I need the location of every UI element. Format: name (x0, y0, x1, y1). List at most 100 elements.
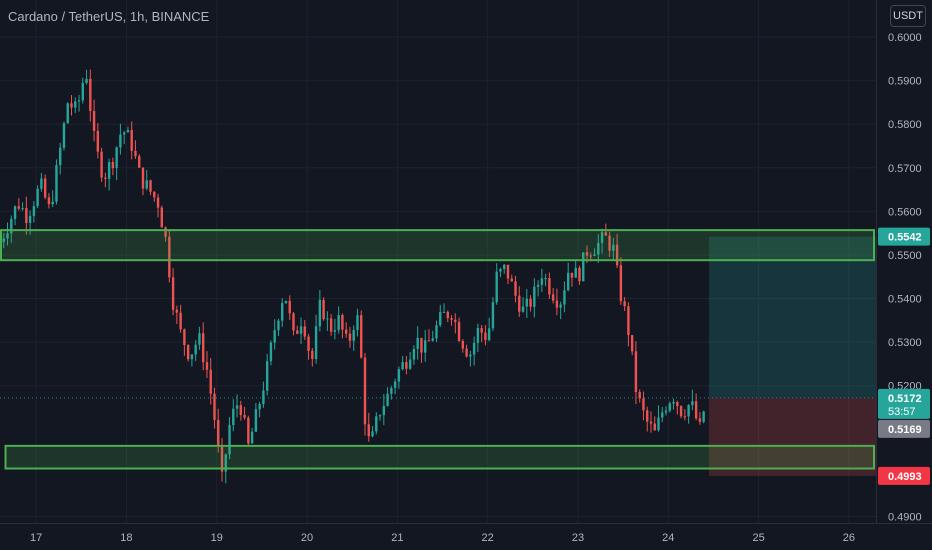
resistance-zone[interactable] (0, 229, 875, 262)
candle (299, 317, 303, 345)
prev-close-label-bg (878, 419, 930, 438)
candle (582, 252, 585, 282)
candle (518, 286, 521, 317)
y-tick-label: 0.4900 (888, 511, 922, 523)
candle (179, 304, 182, 333)
candle (465, 344, 468, 358)
candle (559, 301, 562, 320)
candle (314, 314, 318, 364)
candle (126, 126, 130, 133)
candle (393, 378, 397, 395)
candle (171, 268, 175, 316)
candle (232, 399, 235, 432)
candle (566, 262, 570, 292)
candle (85, 69, 88, 85)
candle (81, 77, 84, 104)
candle (201, 322, 205, 371)
candle (367, 412, 370, 442)
support-zone[interactable] (4, 444, 876, 470)
candle (2, 232, 5, 249)
candle (405, 356, 408, 375)
x-tick-label: 19 (211, 532, 223, 544)
candle (525, 288, 529, 318)
candle (149, 179, 152, 196)
candle (574, 259, 577, 278)
candle (190, 354, 194, 367)
candle (55, 159, 58, 205)
y-tick-label: 0.5300 (888, 337, 922, 349)
stop-area[interactable] (708, 397, 876, 476)
price-axis[interactable]: 0.6000 0.5900 0.5800 0.5700 0.5600 0.5500 0.54… (888, 32, 922, 523)
candle (454, 313, 457, 334)
y-tick-label: 0.5500 (888, 250, 922, 262)
candle (619, 257, 623, 305)
candle (506, 264, 510, 285)
candle (363, 352, 367, 436)
candle (668, 401, 671, 413)
candle (307, 333, 310, 360)
candle (66, 102, 69, 124)
candle (431, 330, 434, 342)
candle (156, 193, 160, 218)
candle (284, 300, 288, 304)
candle (352, 325, 355, 351)
candle (100, 147, 103, 182)
candle (198, 326, 201, 350)
candle (92, 99, 96, 142)
target-area[interactable] (708, 236, 876, 398)
candle (642, 391, 645, 421)
candle (36, 185, 39, 209)
x-tick-label: 21 (391, 532, 403, 544)
candle (77, 94, 81, 112)
candle (672, 398, 675, 410)
candle (141, 167, 145, 196)
long-position-tool[interactable] (708, 236, 876, 476)
candle (138, 154, 141, 169)
candle (597, 234, 600, 263)
candle (649, 411, 653, 433)
candle (205, 351, 209, 379)
x-tick-label: 22 (482, 532, 494, 544)
y-tick-label: 0.5900 (888, 76, 922, 88)
currency-button[interactable]: USDT (890, 5, 926, 27)
candle (375, 412, 378, 435)
candle (615, 233, 619, 269)
candle (186, 344, 190, 362)
candle (273, 319, 276, 350)
candle (627, 302, 630, 347)
candle (326, 311, 329, 331)
candle (183, 328, 186, 356)
candle (348, 326, 352, 348)
candle (21, 202, 24, 211)
stop-label-bg (878, 466, 930, 485)
candle (239, 400, 243, 421)
candle (521, 297, 525, 313)
candle (408, 352, 412, 370)
candle (657, 405, 660, 432)
candle (499, 267, 502, 278)
candle (51, 190, 54, 208)
candle (337, 306, 340, 334)
x-tick-label: 20 (301, 532, 313, 544)
candle (6, 222, 9, 246)
candle (469, 350, 472, 367)
candle (62, 121, 66, 151)
candle (288, 295, 291, 321)
x-tick-label: 17 (30, 532, 42, 544)
target-label-bg (878, 227, 930, 246)
candle (344, 322, 348, 338)
candle (630, 335, 634, 356)
candle (503, 263, 506, 274)
candle (277, 318, 280, 337)
time-axis-separator (0, 523, 932, 524)
candle (623, 297, 626, 311)
candle (401, 356, 404, 371)
candle (160, 205, 164, 228)
candle (416, 326, 419, 360)
time-axis[interactable]: 17 18 19 20 21 22 23 24 25 26 (30, 532, 855, 544)
candle (13, 205, 17, 226)
zones[interactable] (0, 229, 876, 470)
candle (130, 121, 133, 160)
